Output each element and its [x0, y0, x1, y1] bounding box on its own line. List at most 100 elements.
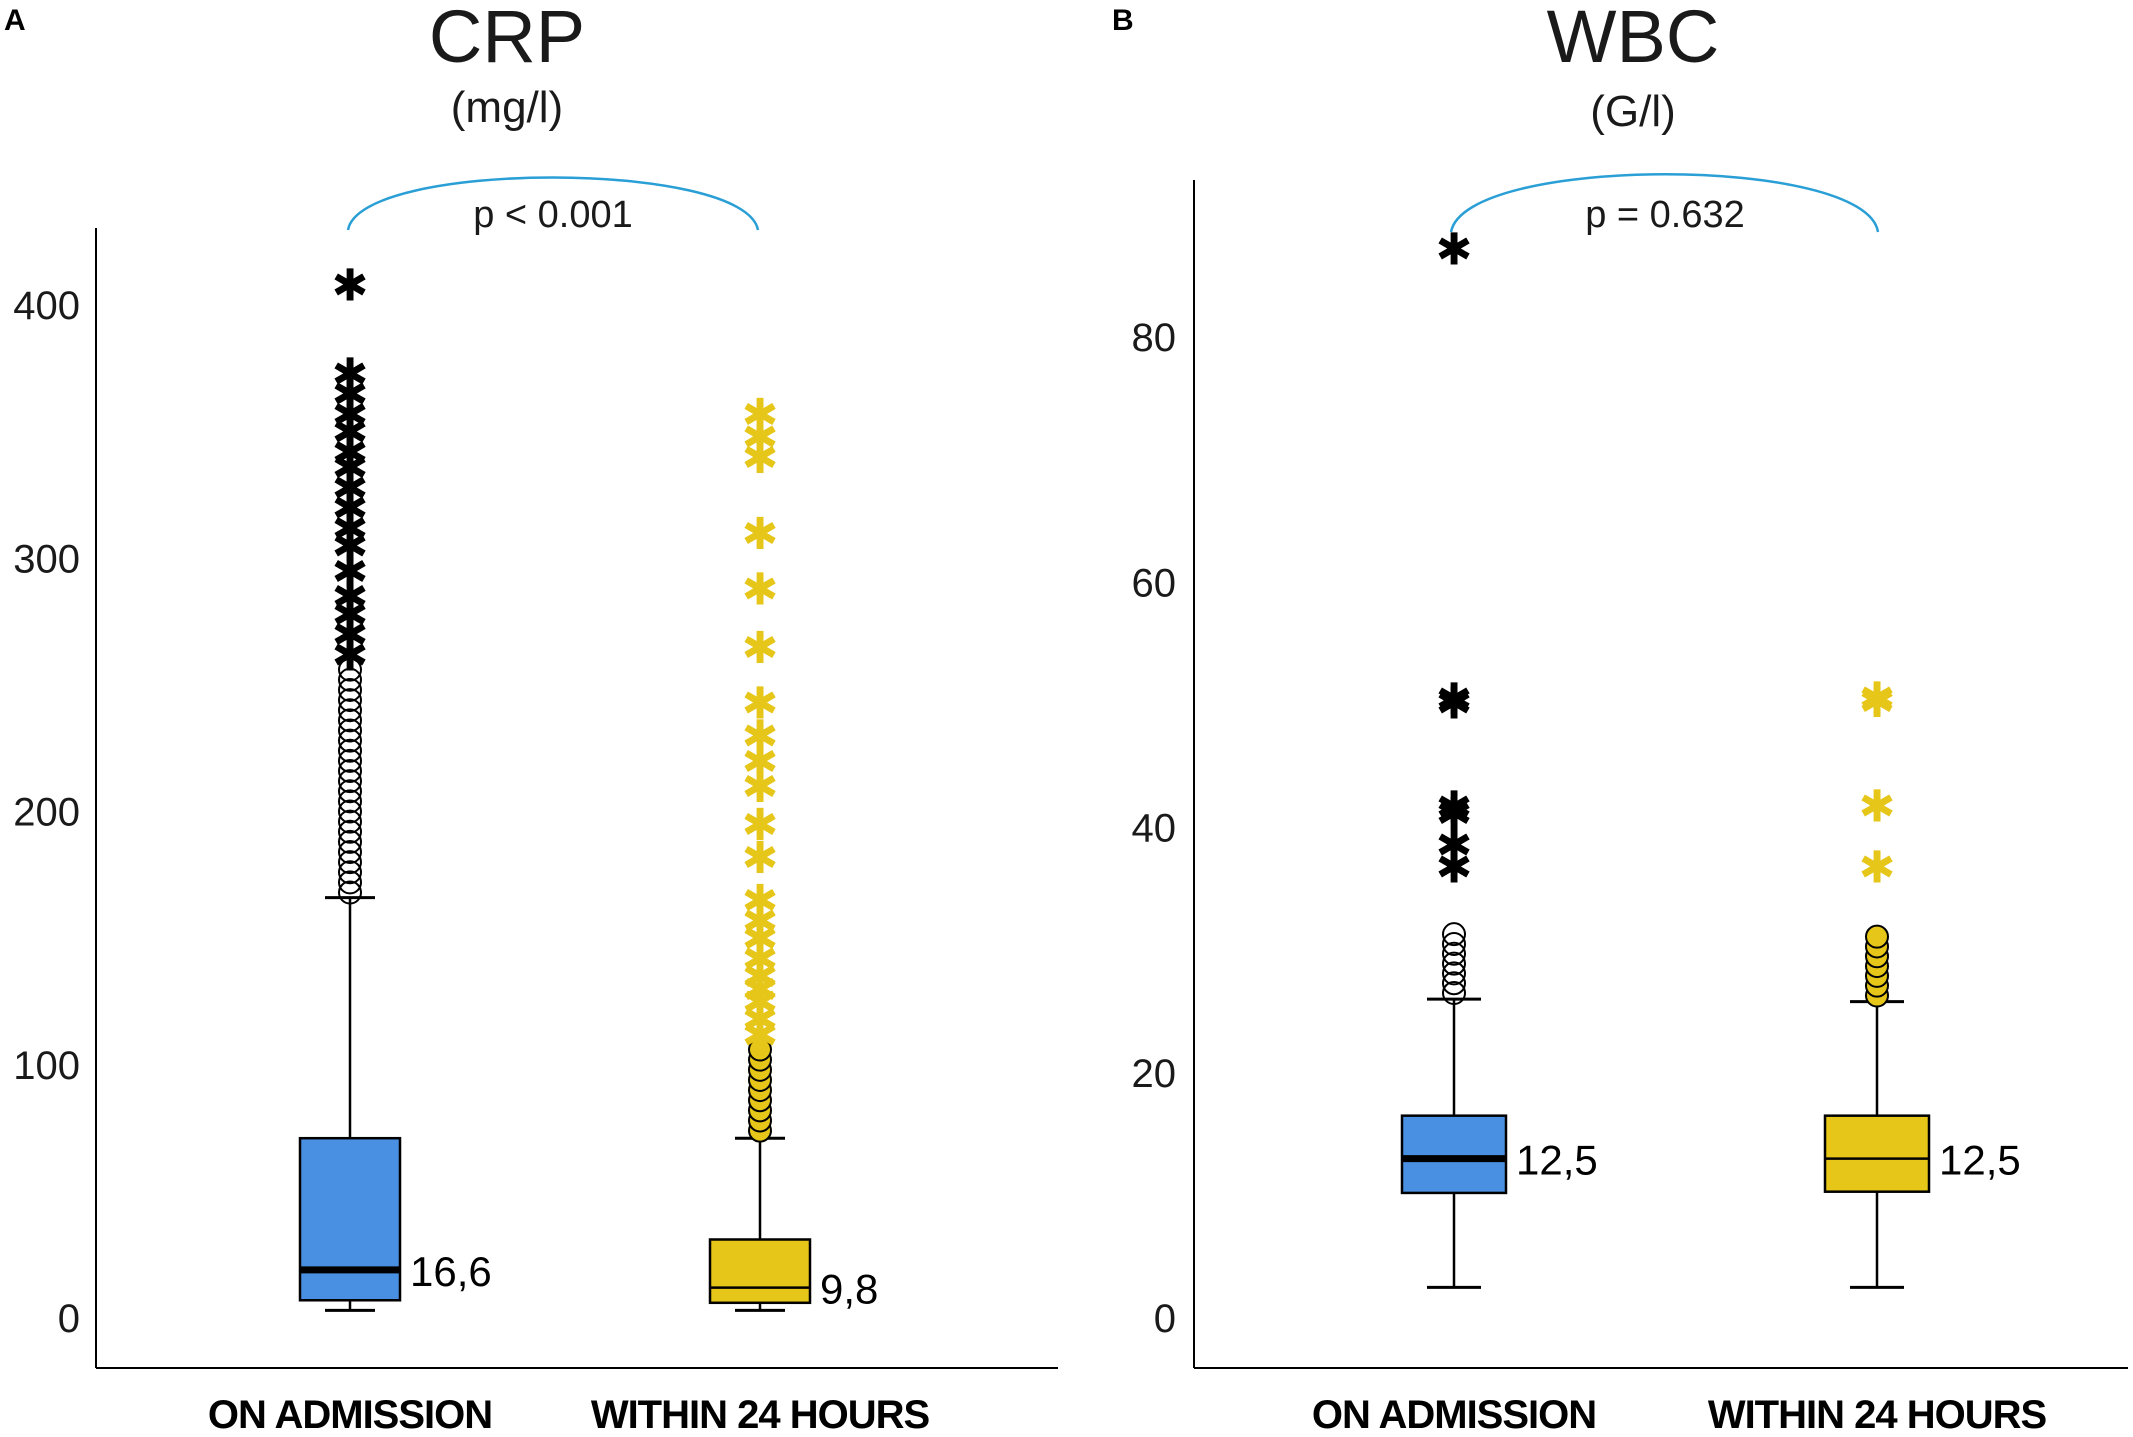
- extreme-point: ✱: [742, 509, 779, 560]
- outlier-point: [338, 819, 362, 844]
- outlier-point: [338, 657, 362, 682]
- extreme-point: ✱: [742, 565, 779, 616]
- y-tick-label: 400: [13, 284, 80, 328]
- outlier-point: [338, 880, 362, 905]
- extreme-point: ✱: [332, 630, 369, 681]
- outlier-point: [1442, 931, 1466, 956]
- y-tick-label: 40: [1132, 807, 1177, 851]
- outlier-point: [338, 870, 362, 895]
- outlier-point: [338, 840, 362, 865]
- outlier-point: [338, 677, 362, 702]
- extreme-point: ✱: [1436, 843, 1473, 894]
- extreme-point: ✱: [742, 914, 779, 965]
- extreme-point: ✱: [332, 590, 369, 641]
- extreme-point: ✱: [742, 433, 779, 484]
- outlier-point: [1442, 981, 1466, 1006]
- extreme-point: ✱: [332, 572, 369, 623]
- outlier-point: [1442, 941, 1466, 966]
- outlier-point: [748, 1037, 772, 1062]
- extreme-point: ✱: [332, 390, 369, 441]
- panel-a-comparison-bracket: [346, 176, 760, 231]
- extreme-point: ✱: [742, 952, 779, 1003]
- box-group-on-admission: 16,6✱✱✱✱✱✱✱✱✱✱✱✱✱✱✱✱: [298, 261, 492, 1312]
- box-group-within-24-hours: 12,5✱✱✱✱: [1823, 674, 2021, 1289]
- extreme-point: ✱: [1436, 675, 1473, 726]
- extreme-point: ✱: [742, 800, 779, 851]
- extreme-point: ✱: [742, 995, 779, 1046]
- outlier-point: [338, 850, 362, 875]
- panel-b-comparison-bracket: [1449, 173, 1880, 233]
- outlier-point: [338, 738, 362, 763]
- outlier-point: [338, 769, 362, 794]
- iqr-box: [708, 1238, 812, 1305]
- panel-a-title: CRP: [429, 0, 585, 78]
- y-tick-label: 200: [13, 791, 80, 835]
- iqr-box: [1400, 1114, 1508, 1195]
- outlier-point: [338, 698, 362, 723]
- extreme-point: ✱: [742, 977, 779, 1028]
- outlier-point: [1442, 922, 1466, 947]
- extreme-point: ✱: [332, 261, 369, 312]
- panel-b-p-value: p = 0.632: [1585, 194, 1745, 236]
- box-group-within-24-hours: 9,8✱✱✱✱✱✱✱✱✱✱✱✱✱✱✱✱✱✱✱✱✱: [708, 390, 878, 1313]
- panel-b-title: WBC: [1547, 0, 1720, 78]
- y-tick-label: 0: [58, 1297, 80, 1341]
- extreme-point: ✱: [1436, 678, 1473, 729]
- extreme-point: ✱: [742, 623, 779, 674]
- panel-a-plot-area: 16,6✱✱✱✱✱✱✱✱✱✱✱✱✱✱✱✱9,8✱✱✱✱✱✱✱✱✱✱✱✱✱✱✱✱✱…: [298, 261, 878, 1313]
- y-tick-label: 20: [1132, 1052, 1177, 1096]
- iqr-box: [1823, 1114, 1931, 1193]
- y-tick-label: 60: [1132, 561, 1177, 605]
- outlier-point: [338, 667, 362, 692]
- extreme-point: ✱: [742, 876, 779, 927]
- outlier-point: [1442, 961, 1466, 986]
- extreme-point: ✱: [742, 965, 779, 1016]
- outlier-point: [338, 728, 362, 753]
- extreme-point: ✱: [332, 547, 369, 598]
- extreme-point: ✱: [332, 504, 369, 555]
- extreme-point: ✱: [742, 413, 779, 464]
- panel-a-category-on-admission: ON ADMISSION: [208, 1393, 492, 1437]
- panel-a-y-ticks: 0 100 200 300 400: [13, 284, 80, 1341]
- y-tick-label: 80: [1132, 316, 1177, 360]
- extreme-point: ✱: [1436, 789, 1473, 840]
- outlier-point: [338, 748, 362, 773]
- y-tick-label: 300: [13, 537, 80, 581]
- panel-b-plot-area: 12,5✱✱✱✱✱✱✱12,5✱✱✱✱: [1400, 225, 2021, 1289]
- panel-b-category-within-24-hours: WITHIN 24 HOURS: [1708, 1393, 2047, 1437]
- extreme-point: ✱: [1436, 821, 1473, 872]
- box-group-on-admission: 12,5✱✱✱✱✱✱✱: [1400, 225, 1598, 1289]
- outlier-point: [338, 860, 362, 885]
- panel-b-letter: B: [1112, 4, 1134, 37]
- extreme-point: ✱: [742, 390, 779, 441]
- extreme-point: ✱: [742, 896, 779, 947]
- extreme-point: ✱: [332, 522, 369, 573]
- extreme-point: ✱: [1436, 783, 1473, 834]
- extreme-point: ✱: [1859, 674, 1896, 725]
- panel-b-y-ticks: 0 20 40 60 80: [1132, 316, 1177, 1341]
- extreme-point: ✱: [332, 408, 369, 459]
- outlier-point: [338, 688, 362, 713]
- panel-a: A CRP (mg/l) ON ADMISSION WITHIN 24 HOUR…: [4, 0, 1058, 1437]
- outlier-point: [338, 829, 362, 854]
- outlier-point: [338, 799, 362, 824]
- panel-a-p-value: p < 0.001: [473, 194, 633, 236]
- extreme-point: ✱: [1859, 843, 1896, 894]
- outlier-point: [338, 789, 362, 814]
- median-label: 9,8: [820, 1266, 878, 1313]
- iqr-box: [298, 1136, 402, 1302]
- extreme-point: ✱: [742, 679, 779, 730]
- extreme-point: ✱: [1859, 781, 1896, 832]
- extreme-point: ✱: [332, 370, 369, 421]
- outlier-point: [1442, 951, 1466, 976]
- panel-b-unit: (G/l): [1590, 87, 1676, 136]
- panel-a-unit: (mg/l): [451, 83, 563, 132]
- extreme-point: ✱: [1436, 225, 1473, 276]
- extreme-point: ✱: [742, 934, 779, 985]
- extreme-point: ✱: [332, 428, 369, 479]
- panel-a-letter: A: [4, 4, 26, 37]
- panel-b: B WBC (G/l) ON ADMISSION WITHIN 24 HOURS…: [1112, 0, 2128, 1437]
- extreme-point: ✱: [332, 349, 369, 400]
- outlier-point: [338, 809, 362, 834]
